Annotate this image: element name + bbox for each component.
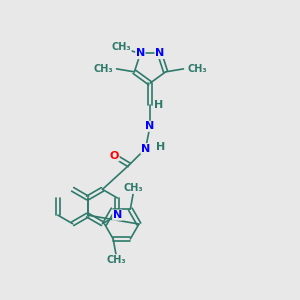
Text: N: N xyxy=(141,144,150,154)
Text: CH₃: CH₃ xyxy=(112,42,131,52)
Text: H: H xyxy=(154,100,164,110)
Text: H: H xyxy=(156,142,165,152)
Text: N: N xyxy=(113,210,122,220)
Text: CH₃: CH₃ xyxy=(93,64,113,74)
Text: CH₃: CH₃ xyxy=(124,183,143,194)
Text: O: O xyxy=(110,151,119,161)
Text: CH₃: CH₃ xyxy=(106,255,126,265)
Text: CH₃: CH₃ xyxy=(187,64,207,74)
Text: N: N xyxy=(136,49,145,58)
Text: N: N xyxy=(146,121,154,131)
Text: N: N xyxy=(155,49,164,58)
